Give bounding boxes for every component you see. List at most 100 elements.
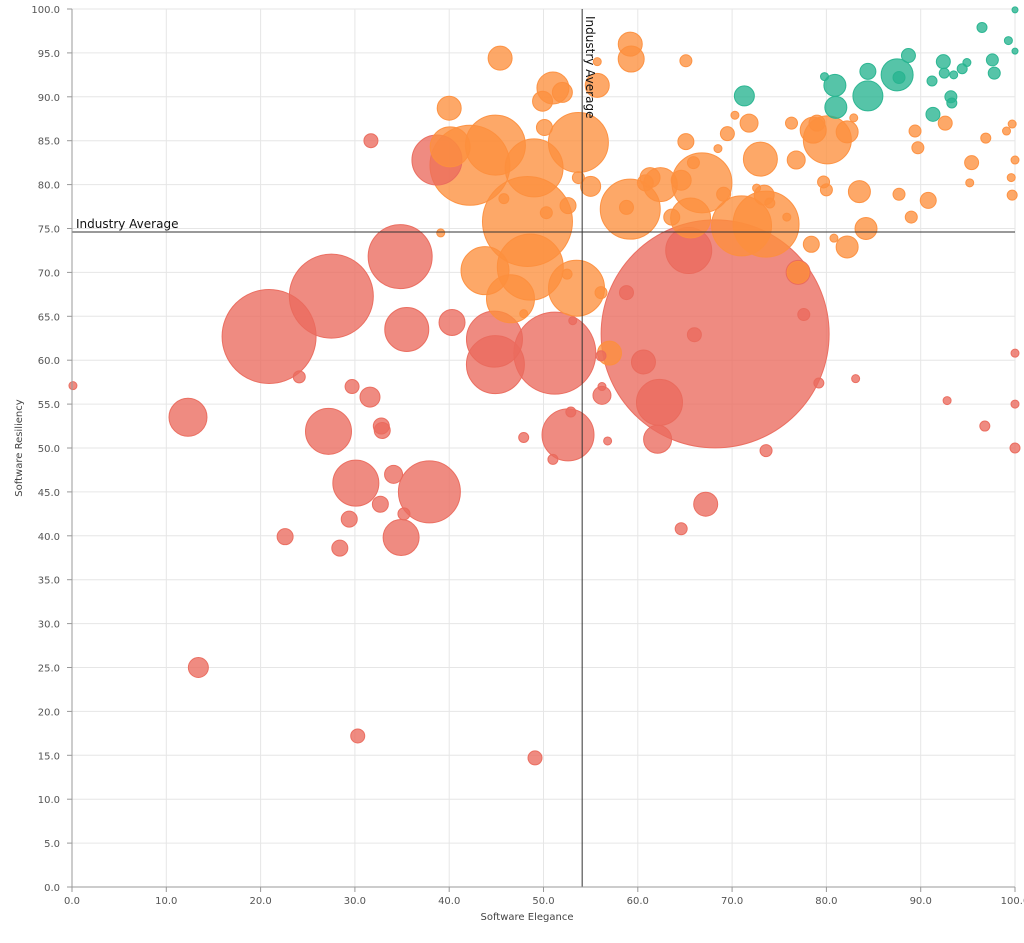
y-tick-label: 10.0 (38, 795, 60, 806)
bubble-orange (965, 178, 975, 188)
bubble-orange (532, 90, 554, 112)
bubble-orange (904, 210, 918, 224)
bubble-orange (911, 141, 925, 155)
bubble-orange (594, 286, 608, 300)
bubble-orange (559, 197, 577, 215)
bubble-orange (429, 126, 471, 168)
bubble-green (938, 67, 950, 79)
bubble-red (797, 308, 811, 322)
bubble-orange (908, 124, 922, 138)
bubble-red (276, 528, 294, 546)
bubble-green (892, 70, 906, 84)
bubble-red (942, 396, 952, 406)
bubble-orange (782, 212, 792, 222)
y-tick-label: 30.0 (38, 620, 60, 631)
y-tick-label: 45.0 (38, 488, 60, 499)
bubble-red (384, 464, 404, 484)
bubble-red (372, 417, 390, 435)
y-tick-label: 50.0 (38, 444, 60, 455)
bubble-red (635, 378, 683, 426)
bubble-orange (854, 217, 878, 240)
y-tick-label: 40.0 (38, 532, 60, 543)
bubble-red (438, 308, 466, 336)
bubble-orange (786, 150, 806, 170)
bubble-red (513, 311, 597, 395)
x-tick-label: 40.0 (438, 896, 460, 907)
y-tick-label: 25.0 (38, 664, 60, 675)
bubble-series (68, 6, 1021, 766)
y-tick-label: 100.0 (31, 5, 60, 16)
bubble-orange (752, 183, 762, 193)
bubble-red (1010, 399, 1020, 409)
bubble-orange (716, 186, 732, 202)
bubble-red (1009, 442, 1021, 454)
bubble-orange (1006, 173, 1016, 183)
y-tick-label: 85.0 (38, 137, 60, 148)
bubble-green (852, 80, 884, 112)
x-tick-label: 20.0 (249, 896, 271, 907)
bubble-orange (785, 116, 799, 130)
x-tick-label: 60.0 (627, 896, 649, 907)
bubble-red (292, 370, 306, 384)
bubble-red (597, 382, 607, 392)
bubble-orange (1010, 155, 1020, 165)
bubble-red (527, 750, 543, 766)
bubble-red (568, 316, 578, 326)
bubble-green (962, 58, 972, 68)
bubble-red (359, 386, 381, 408)
y-tick-label: 35.0 (38, 576, 60, 587)
y-tick-label: 80.0 (38, 181, 60, 192)
bubble-orange (1002, 126, 1012, 136)
bubble-orange (1006, 189, 1018, 201)
bubble-red (397, 460, 461, 524)
y-tick-label: 95.0 (38, 49, 60, 60)
bubble-red (565, 406, 577, 418)
bubble-orange (802, 235, 820, 253)
bubble-green (985, 53, 999, 67)
bubble-orange (580, 175, 602, 197)
bubble-orange (808, 114, 826, 132)
bubble-red (344, 379, 360, 395)
y-tick-label: 60.0 (38, 356, 60, 367)
bubble-red (371, 495, 389, 513)
bubble-red (686, 327, 702, 343)
bubble-orange (617, 31, 643, 57)
bubble-orange (835, 120, 859, 144)
y-reference-label: Industry Average (76, 217, 178, 231)
bubble-green (900, 48, 916, 64)
bubble-green (1011, 47, 1019, 55)
bubble-orange (636, 174, 654, 192)
bubble-red (643, 424, 673, 454)
x-tick-label: 30.0 (344, 896, 366, 907)
bubble-orange (551, 81, 573, 103)
x-reference-label: Industry Average (583, 16, 597, 118)
bubble-red (851, 374, 861, 384)
bubble-green (1003, 36, 1013, 46)
bubble-red (618, 285, 634, 301)
bubble-orange (964, 155, 980, 171)
y-tick-label: 70.0 (38, 268, 60, 279)
bubble-red (518, 431, 530, 443)
bubble-red (693, 491, 719, 517)
bubble-orange (584, 72, 610, 98)
bubble-orange (498, 193, 510, 205)
bubble-red (630, 349, 656, 375)
x-tick-label: 100.0 (1001, 896, 1024, 907)
bubble-red (350, 728, 366, 744)
bubble-red (367, 224, 433, 290)
bubble-orange (980, 132, 992, 144)
bubble-orange (436, 95, 462, 121)
bubble-orange (539, 206, 553, 220)
x-tick-label: 0.0 (64, 896, 80, 907)
x-tick-label: 90.0 (910, 896, 932, 907)
bubble-orange (847, 180, 871, 204)
bubble-red (187, 657, 209, 678)
bubble-green (926, 75, 938, 87)
bubble-orange (686, 156, 700, 170)
bubble-orange (742, 141, 778, 177)
bubble-orange (819, 183, 833, 197)
bubble-orange (713, 144, 723, 154)
bubble-green (935, 54, 951, 70)
bubble-green (1011, 6, 1019, 14)
